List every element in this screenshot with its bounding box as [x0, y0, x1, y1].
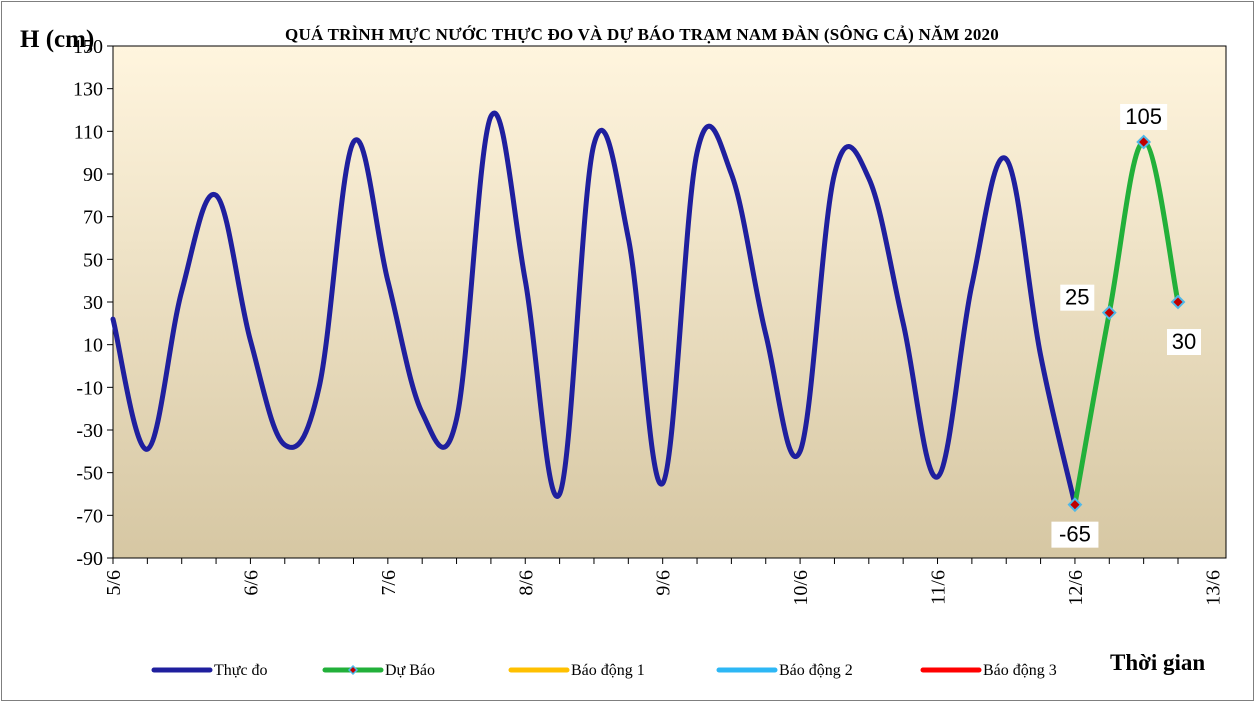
data-label: -65: [1059, 522, 1091, 547]
chart-title: QUÁ TRÌNH MỰC NƯỚC THỰC ĐO VÀ DỰ BÁO TRẠ…: [285, 25, 999, 44]
y-tick-label: 90: [83, 164, 103, 186]
x-tick-label: 8/6: [515, 570, 537, 596]
x-tick-label: 11/6: [928, 570, 950, 605]
legend-label: Thực đo: [214, 662, 268, 679]
data-label-bg: [1060, 284, 1095, 311]
x-tick-label: 7/6: [378, 570, 400, 596]
y-tick-label: -10: [76, 377, 103, 399]
y-axis: -90 -70 -50 -30 -10 10 30 50 70 90 110 130 150: [73, 36, 114, 570]
data-label: 30: [1172, 329, 1196, 354]
legend-label: Dự Báo: [385, 662, 435, 679]
legend-marker: [347, 664, 359, 676]
legend-label: Báo động 1: [571, 662, 645, 679]
x-tick-label: 9/6: [653, 570, 675, 596]
series-layer: [110, 110, 1181, 508]
forecast-marker: [1136, 134, 1152, 150]
y-tick-label: 150: [73, 36, 103, 58]
plot-area: [112, 45, 1227, 559]
forecast-marker: [1067, 497, 1083, 513]
legend: Thực đo Dự Báo Báo động 1 Báo động 2 Báo độn…: [151, 662, 1057, 679]
x-axis: 5/6 6/6 7/6 8/6 9/6 10/6 11/6 12/6 13/6: [103, 558, 1224, 606]
x-tick-label: 10/6: [790, 570, 812, 606]
y-tick-label: -50: [76, 463, 103, 485]
series-line-1: [1072, 139, 1181, 508]
y-axis-label: H (cm): [20, 26, 94, 53]
x-tick-label: 12/6: [1065, 570, 1087, 606]
data-label: 105: [1125, 104, 1162, 129]
y-tick-label: -90: [76, 548, 103, 570]
x-tick-label: 6/6: [240, 570, 262, 596]
series-line-0: [110, 110, 1078, 508]
y-tick-label: 70: [83, 207, 103, 229]
data-label-bg: [1051, 521, 1099, 548]
y-tick-label: 30: [83, 292, 103, 314]
forecast-marker: [1170, 294, 1186, 310]
y-tick-label: 50: [83, 249, 103, 271]
y-tick-label: 130: [73, 79, 103, 101]
x-tick-label: 5/6: [103, 570, 125, 596]
data-label-bg: [1120, 104, 1168, 130]
marker-layer: [1067, 134, 1186, 513]
data-label-layer: -65 25 105 30: [1051, 104, 1201, 548]
y-tick-label: -70: [76, 505, 103, 527]
legend-label: Báo động 3: [983, 662, 1057, 679]
forecast-marker: [1101, 305, 1117, 321]
x-axis-label: Thời gian: [1110, 650, 1205, 675]
x-tick-label: 13/6: [1202, 570, 1224, 606]
data-label-bg: [1167, 329, 1201, 355]
y-tick-label: 110: [74, 121, 103, 143]
data-label: 25: [1065, 285, 1089, 310]
legend-label: Báo động 2: [779, 662, 853, 679]
y-tick-label: -30: [76, 420, 103, 442]
y-tick-label: 10: [83, 335, 103, 357]
